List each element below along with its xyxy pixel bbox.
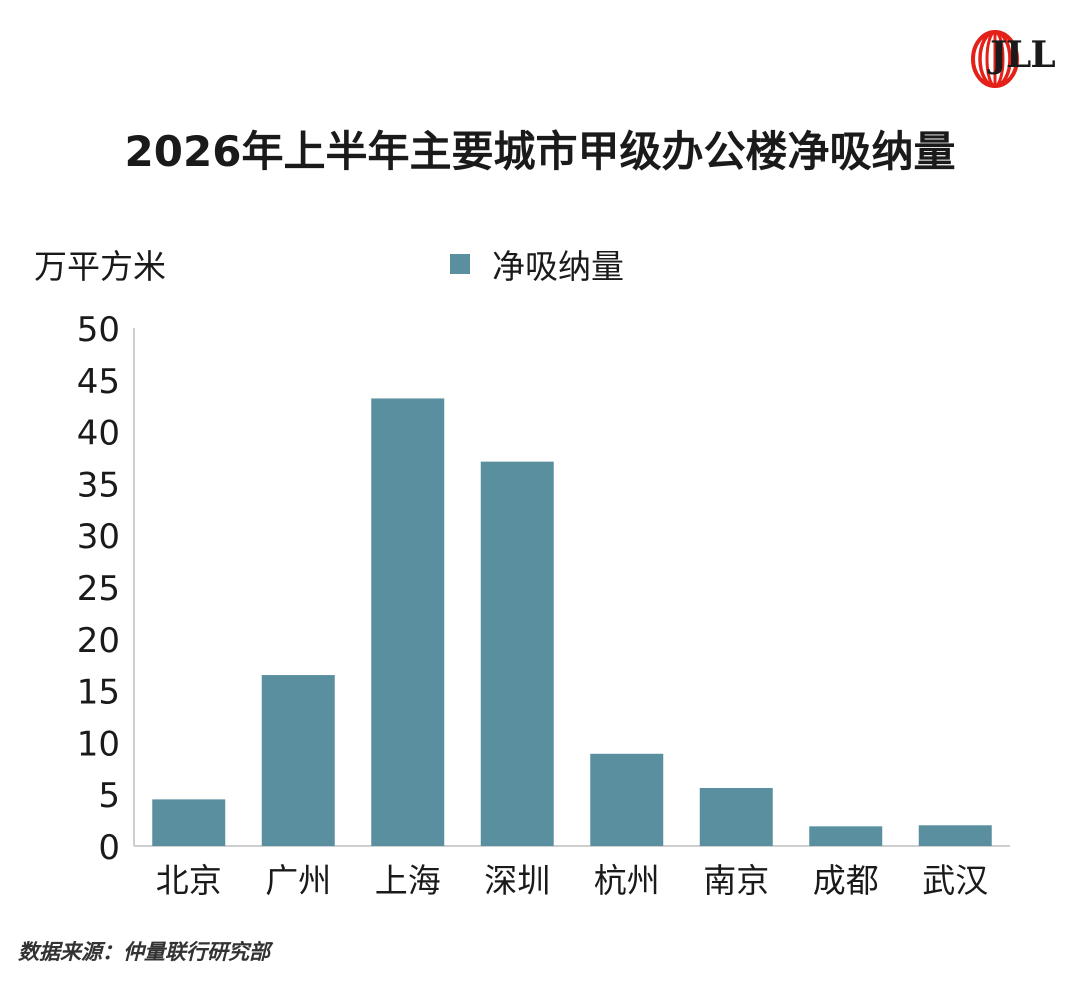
bar-5 <box>699 787 773 846</box>
y-tick-label: 15 <box>77 673 120 713</box>
jll-logo-icon <box>971 30 1019 88</box>
y-tick-label: 30 <box>77 517 120 557</box>
x-tick-label: 成都 <box>813 861 879 900</box>
x-tick-label: 南京 <box>703 861 769 900</box>
legend-swatch <box>450 254 470 274</box>
y-tick-label: 0 <box>98 828 120 868</box>
y-tick-label: 20 <box>77 621 120 661</box>
bar-2 <box>371 398 445 846</box>
y-tick-label: 25 <box>77 569 120 609</box>
x-tick-label: 深圳 <box>484 861 550 900</box>
y-tick-label: 35 <box>77 465 120 505</box>
legend-label: 净吸纳量 <box>492 247 624 286</box>
y-tick-label: 45 <box>77 362 120 402</box>
bar-7 <box>918 825 992 846</box>
bar-1 <box>261 675 335 846</box>
y-axis-unit-label: 万平方米 <box>34 247 166 286</box>
bar-6 <box>809 826 883 846</box>
logo-text: JLL <box>990 34 1056 76</box>
y-tick-label: 50 <box>77 310 120 350</box>
y-tick-label: 10 <box>77 724 120 764</box>
bar-3 <box>480 461 554 846</box>
y-tick-label: 40 <box>77 414 120 454</box>
x-tick-label: 广州 <box>265 861 331 900</box>
chart-title: 2026年上半年主要城市甲级办公楼净吸纳量 <box>124 127 956 176</box>
y-tick-label: 5 <box>98 776 120 816</box>
x-tick-label: 杭州 <box>594 861 660 900</box>
x-tick-label: 上海 <box>375 861 441 900</box>
bar-4 <box>590 753 664 846</box>
x-tick-label: 武汉 <box>922 861 988 900</box>
bar-0 <box>152 799 226 846</box>
source-note: 数据来源：仲量联行研究部 <box>18 940 270 964</box>
x-tick-label: 北京 <box>156 861 222 900</box>
legend: 净吸纳量 <box>450 240 624 288</box>
